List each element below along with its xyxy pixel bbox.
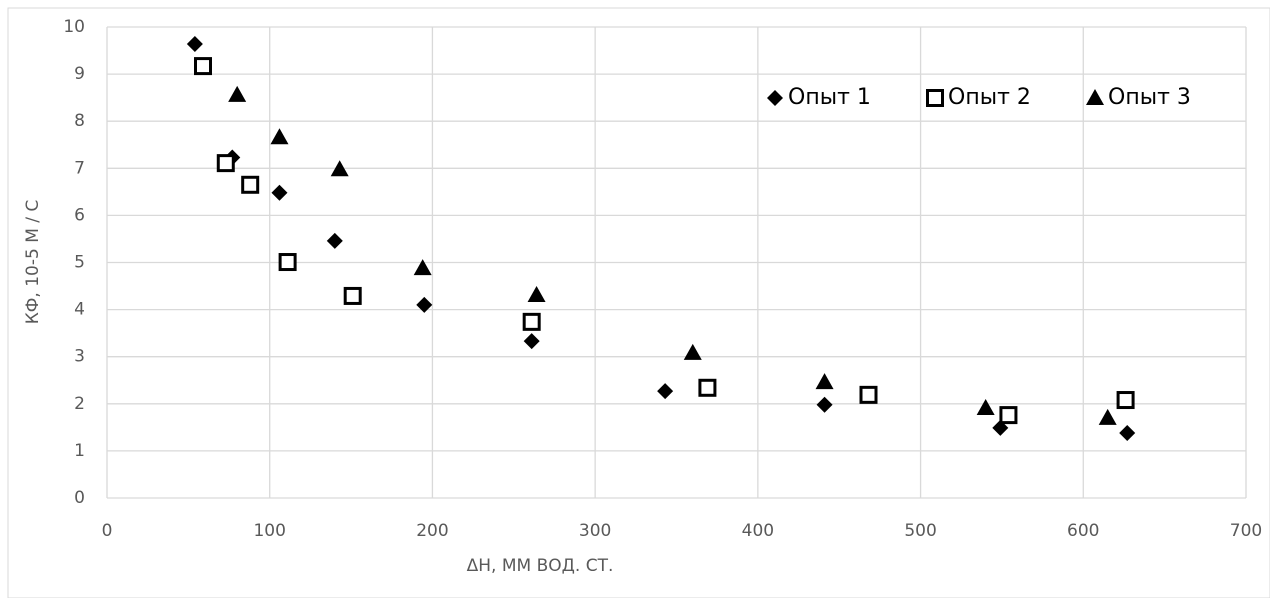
point xyxy=(228,85,247,102)
x-tick-label: 500 xyxy=(904,521,936,541)
legend-label: Опыт 1 xyxy=(788,85,871,110)
point xyxy=(330,160,349,177)
point xyxy=(999,406,1018,425)
y-axis-title: КФ, 10-5 М / С xyxy=(23,200,43,325)
point xyxy=(698,378,717,397)
x-axis-title: ΔН, ММ ВОД. СТ. xyxy=(467,556,614,576)
y-tick-label: 6 xyxy=(74,205,85,225)
point xyxy=(1098,408,1117,425)
y-tick-label: 8 xyxy=(74,111,85,131)
point xyxy=(271,184,288,201)
point xyxy=(326,232,343,249)
legend-marker xyxy=(767,90,783,106)
x-tick-label: 0 xyxy=(102,521,113,541)
point xyxy=(1116,391,1135,410)
point xyxy=(278,253,297,272)
legend-label: Опыт 2 xyxy=(948,85,1031,110)
point xyxy=(194,57,213,76)
y-tick-label: 5 xyxy=(74,253,85,273)
legend-marker xyxy=(1086,89,1104,105)
point xyxy=(522,312,541,331)
point xyxy=(186,35,203,52)
y-tick-label: 9 xyxy=(74,64,85,84)
x-tick-label: 600 xyxy=(1067,521,1099,541)
point xyxy=(1119,425,1136,442)
point xyxy=(523,333,540,350)
point xyxy=(416,296,433,313)
point xyxy=(527,285,546,302)
x-tick-label: 200 xyxy=(416,521,448,541)
point xyxy=(270,128,289,145)
y-tick-label: 10 xyxy=(63,17,85,37)
point xyxy=(816,396,833,413)
point xyxy=(216,154,235,173)
point xyxy=(413,259,432,276)
point xyxy=(657,383,674,400)
y-tick-label: 4 xyxy=(74,300,85,320)
point xyxy=(343,286,362,305)
x-tick-label: 700 xyxy=(1230,521,1262,541)
chart-border xyxy=(7,7,1270,598)
y-tick-label: 0 xyxy=(74,488,85,508)
legend-marker xyxy=(926,89,944,107)
point xyxy=(683,343,702,360)
y-tick-label: 1 xyxy=(74,441,85,461)
legend-label: Опыт 3 xyxy=(1108,85,1191,110)
point xyxy=(241,175,260,194)
x-tick-label: 100 xyxy=(253,521,285,541)
y-tick-label: 3 xyxy=(74,347,85,367)
point xyxy=(976,399,995,416)
x-tick-label: 300 xyxy=(579,521,611,541)
x-tick-label: 400 xyxy=(742,521,774,541)
point xyxy=(815,373,834,390)
y-tick-label: 7 xyxy=(74,158,85,178)
y-tick-label: 2 xyxy=(74,394,85,414)
point xyxy=(859,385,878,404)
